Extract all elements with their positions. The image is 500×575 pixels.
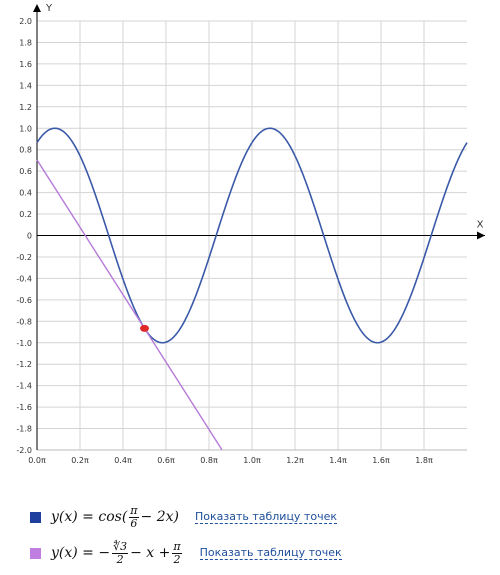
legend-item-1: y(x) = cos( π 6 − 2x) Показать таблицу т… xyxy=(30,503,337,530)
x-tick-label: 1.2π xyxy=(286,456,304,465)
chart-area: 0.0π 0.2π 0.4π 0.6π 0.8π 1.0π 1.2π 1.4π 1.6π 1.8π… xyxy=(16,3,485,465)
y-tick-label: 2.0 xyxy=(19,17,32,26)
x-tick-label: 0.6π xyxy=(157,456,175,465)
series-line-cosine xyxy=(36,127,468,344)
show-points-table-link-1[interactable]: Показать таблицу точек xyxy=(194,510,337,524)
y-tick-label: -1.0 xyxy=(16,339,32,348)
x-axis-arrow xyxy=(477,231,485,240)
formula-2-denominator-b: 2 xyxy=(173,552,181,566)
x-tick-label: 1.6π xyxy=(372,456,390,465)
x-tick-label: 0.0π xyxy=(28,456,46,465)
y-tick-label: -1.8 xyxy=(16,425,32,434)
y-axis-label: Y xyxy=(45,3,53,14)
formula-2-mid: − x + xyxy=(130,545,171,561)
x-tick-label: 0.8π xyxy=(200,456,218,465)
y-tick-label: -0.6 xyxy=(16,296,32,305)
formula-2-fraction-a: ∜3 2 xyxy=(112,539,129,566)
y-tick-label: 0 xyxy=(27,232,32,241)
x-axis-label: X xyxy=(477,220,484,231)
x-tick-label: 0.4π xyxy=(114,456,132,465)
function-plot: 0.0π 0.2π 0.4π 0.6π 0.8π 1.0π 1.2π 1.4π 1.6π 1.8π… xyxy=(16,3,485,465)
y-tick-label: -1.2 xyxy=(16,360,32,369)
formula-1-fraction: π 6 xyxy=(129,503,139,530)
x-tick-label: 1.0π xyxy=(243,456,261,465)
legend-item-2: y(x) = − ∜3 2 − x + π 2 Показать таблицу… xyxy=(30,539,342,566)
y-tick-label: 1.0 xyxy=(19,124,32,133)
formula-1-denominator: 6 xyxy=(130,516,138,530)
x-tick-label: 1.8π xyxy=(415,456,433,465)
formula-2-fraction-b: π 2 xyxy=(172,539,182,566)
y-tick-label: -0.2 xyxy=(16,253,32,262)
y-tick-label: 1.4 xyxy=(19,81,32,90)
y-tick-label: 1.8 xyxy=(19,38,32,47)
y-tick-label: 0.2 xyxy=(19,210,32,219)
show-points-table-link-2[interactable]: Показать таблицу точек xyxy=(199,546,342,560)
x-tick-label: 0.2π xyxy=(71,456,89,465)
y-tick-label: -1.4 xyxy=(16,382,32,391)
formula-2-numerator-b: π xyxy=(172,539,182,554)
y-tick-label: 0.4 xyxy=(19,189,32,198)
y-tick-label: -0.8 xyxy=(16,317,32,326)
y-tick-label: 0.6 xyxy=(19,167,32,176)
y-tick-label: 1.2 xyxy=(19,103,32,112)
formula-1-left: y(x) = cos( xyxy=(51,509,128,525)
formula-2-denominator-a: 2 xyxy=(116,552,124,566)
formula-1-numerator: π xyxy=(129,503,139,518)
y-tick-label: -0.4 xyxy=(16,274,32,283)
formula-1-right: − 2x) xyxy=(140,509,179,525)
formula-2-left: y(x) = − xyxy=(51,545,111,561)
y-tick-label: -1.6 xyxy=(16,403,32,412)
legend-swatch-1 xyxy=(30,511,41,523)
legend-formula-2: y(x) = − ∜3 2 − x + π 2 xyxy=(51,539,184,566)
formula-2-numerator-a: ∜3 xyxy=(112,539,129,554)
legend-swatch-2 xyxy=(30,547,41,559)
y-tick-label: 0.8 xyxy=(19,146,32,155)
x-tick-label: 1.4π xyxy=(329,456,347,465)
tangent-point-marker xyxy=(140,324,149,332)
series-line-tangent xyxy=(36,159,223,451)
legend-formula-1: y(x) = cos( π 6 − 2x) xyxy=(51,503,179,530)
y-axis-arrow xyxy=(33,4,41,12)
y-tick-label: -2.0 xyxy=(16,446,32,455)
y-tick-label: 1.6 xyxy=(19,60,32,69)
